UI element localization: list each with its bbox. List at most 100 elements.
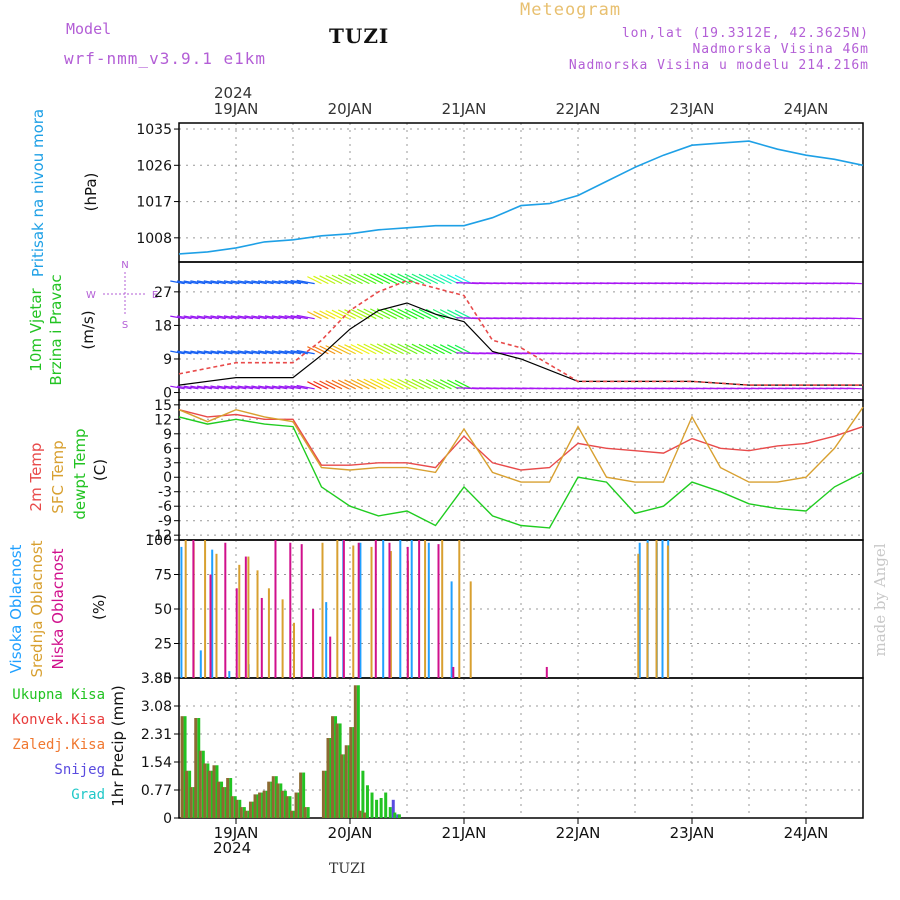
- wind-barb: [258, 350, 274, 355]
- cloud-bar: [329, 636, 332, 678]
- cloud-bar: [424, 540, 427, 678]
- cloud-bar: [180, 546, 183, 678]
- wind-barb: [290, 385, 308, 390]
- temp-line-1: [178, 406, 864, 483]
- day-label-top: 19JAN: [214, 100, 259, 118]
- day-label-top: 22JAN: [556, 100, 601, 118]
- day-label-top: 20JAN: [328, 100, 373, 118]
- cloud-bar: [289, 542, 292, 678]
- ytick-label: -3: [158, 485, 172, 501]
- ytick-label: 1.54: [141, 755, 172, 771]
- wind-barb: [390, 273, 411, 285]
- wind-barb: [223, 280, 240, 285]
- wind-barb: [404, 343, 425, 355]
- precip-total-bar: [210, 770, 214, 818]
- precip-total-bar: [265, 790, 269, 818]
- wind-barb: [284, 350, 302, 355]
- cloud-bar: [204, 540, 207, 678]
- wind-barb: [418, 343, 439, 355]
- legend-convective-rain: Konvek.Kisa: [12, 712, 105, 728]
- model-name: wrf-nmm_v3.9.1 e1km: [64, 49, 267, 68]
- wind-barb: [237, 280, 254, 285]
- wind-barb: [411, 308, 432, 320]
- precip-convective-bar: [239, 807, 243, 818]
- ytick-label: -12: [149, 528, 172, 544]
- precip-convective-bar: [180, 716, 184, 818]
- precip-convective-bar: [226, 778, 230, 818]
- precip-convective-bar: [362, 812, 366, 818]
- wind-barb: [370, 343, 391, 355]
- wind-unit: (m/s): [79, 310, 97, 350]
- cloud-bar: [300, 544, 303, 678]
- wind-barb: [271, 315, 288, 320]
- day-label-bottom: 23JAN: [670, 824, 715, 842]
- wind-barb: [390, 308, 411, 320]
- wind-barb: [290, 315, 308, 320]
- wind-barb: [183, 350, 199, 355]
- ytick-label: 15: [154, 398, 172, 414]
- precip-convective-bar: [344, 745, 348, 818]
- wind-barb: [344, 274, 363, 285]
- wind-barb: [217, 385, 233, 390]
- wind-barb: [454, 379, 473, 390]
- cloud-bar: [638, 542, 641, 678]
- ytick-label: 1017: [136, 195, 172, 211]
- wind-barb: [170, 315, 185, 320]
- wind-barb: [307, 276, 322, 285]
- precip-total-bar: [192, 787, 196, 818]
- wind-barb: [319, 380, 336, 390]
- precip-convective-bar: [271, 776, 275, 818]
- year-label-bottom: 2024: [213, 839, 252, 857]
- precip-convective-bar: [290, 810, 293, 818]
- wind-barb: [264, 280, 281, 285]
- temp-line-0: [178, 409, 864, 471]
- precip-convective-bar: [349, 727, 353, 818]
- day-label-bottom: 24JAN: [784, 824, 829, 842]
- wind-barb: [363, 378, 384, 390]
- wind-speed-line: [178, 302, 863, 386]
- precip-convective-bar: [185, 770, 189, 818]
- cloud-bar: [321, 542, 324, 678]
- precip-total-bar: [247, 810, 251, 818]
- wind-barb: [190, 315, 206, 320]
- pressure-line: [178, 140, 864, 255]
- wind-barb: [203, 315, 220, 320]
- wind-barb: [350, 308, 370, 320]
- cloud-bar: [215, 553, 218, 678]
- wind-barb: [307, 381, 322, 390]
- wind-barb: [313, 310, 329, 320]
- precip-total-bar: [338, 723, 342, 818]
- precip-total-bar: [334, 716, 338, 818]
- precip-ylabel: 1hr Precip (mm): [109, 685, 127, 807]
- temp-ylabel-dewpt: dewpt Temp: [71, 428, 89, 520]
- wind-barb: [258, 280, 274, 285]
- wind-barb: [337, 344, 356, 355]
- cloud-bar: [293, 622, 295, 678]
- wind-barb: [264, 315, 281, 320]
- wind-barb: [331, 309, 350, 320]
- product-title: Meteogram: [520, 0, 622, 20]
- cloud-ylabel-mid: Srednja Oblacnost: [28, 540, 46, 678]
- wind-barb: [176, 315, 192, 320]
- precip-total-bar: [370, 792, 374, 818]
- precip-total-bar: [306, 807, 310, 818]
- precip-convective-bar: [194, 718, 198, 818]
- wind-barb: [447, 309, 466, 320]
- precip-total-bar: [356, 685, 360, 818]
- precip-total-bar: [206, 763, 210, 818]
- wind-barb: [217, 315, 233, 320]
- cloud-bar: [382, 540, 385, 678]
- precip-convective-bar: [353, 685, 357, 818]
- cloud-bar: [192, 540, 195, 678]
- wind-barb: [383, 273, 404, 285]
- wind-barb: [390, 343, 411, 355]
- wind-barb: [454, 309, 473, 320]
- ytick-label: 25: [154, 637, 172, 653]
- ytick-label: 3.85: [141, 671, 172, 687]
- wind-barb: [258, 385, 274, 390]
- wind-barb: [183, 315, 199, 320]
- cloud-bar: [374, 540, 377, 678]
- wind-barb: [350, 343, 370, 355]
- wind-barb: [363, 273, 384, 285]
